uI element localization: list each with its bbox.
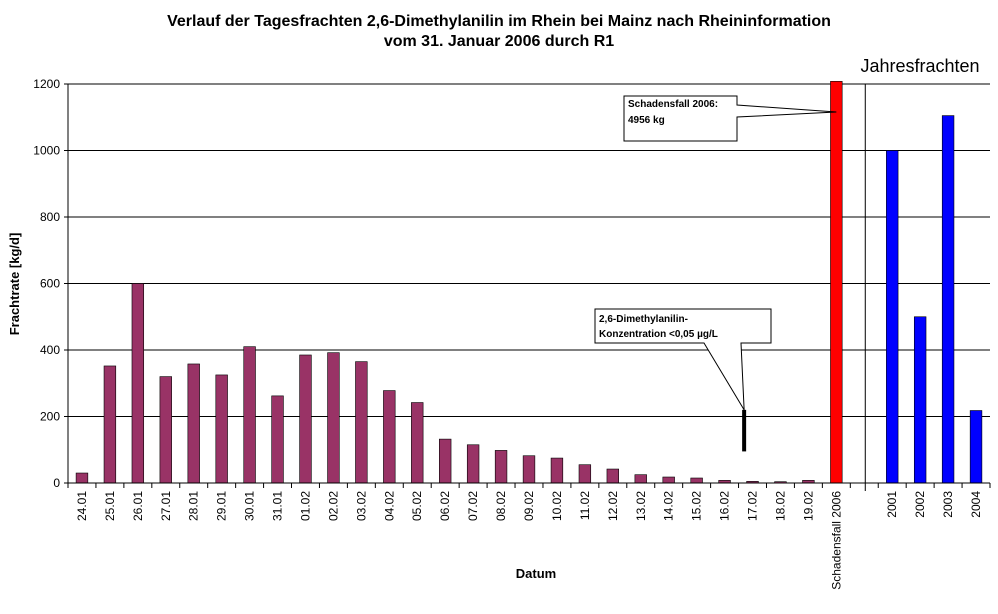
chart-title: Verlauf der Tagesfrachten 2,6-Dimethylan…: [0, 12, 998, 52]
x-tick-label-29-01: 29.01: [215, 491, 229, 521]
x-tick-label-09-02: 09.02: [522, 491, 536, 521]
gridlines: [68, 83, 990, 417]
callout-schadensfall-box: [623, 95, 837, 142]
x-tick-label-24-01: 24.01: [75, 491, 89, 521]
bar-2004: [969, 410, 983, 484]
bar-01-02: [299, 354, 312, 484]
x-tick-label-2004: 2004: [969, 491, 983, 518]
y-tick-label-400: 400: [40, 343, 60, 357]
callout-konzentration-text-1: 2,6-Dimethylanilin-: [599, 314, 688, 325]
bar-29-01: [215, 374, 228, 484]
x-tick-label-25-01: 25.01: [103, 491, 117, 521]
y-tick-label-200: 200: [40, 410, 60, 424]
x-axis-label: Datum: [516, 566, 556, 581]
x-tick-label-2001: 2001: [885, 491, 899, 518]
y-tick-label-800: 800: [40, 210, 60, 224]
x-tick-label-schadensfall-2006: Schadensfall 2006: [829, 491, 843, 590]
callout-konzentration-box: [594, 308, 772, 411]
x-tick-label-31-01: 31.01: [271, 491, 285, 521]
bars: [75, 81, 983, 484]
y-tick-label-600: 600: [40, 277, 60, 291]
bar-2002: [913, 316, 927, 484]
bar-07-02: [466, 444, 480, 484]
section-label-jahresfrachten: Jahresfrachten: [860, 56, 979, 76]
x-tick-label-28-01: 28.01: [187, 491, 201, 521]
x-tick-label-17-02: 17.02: [746, 491, 760, 521]
x-tick-label-11-02: 11.02: [578, 491, 592, 520]
x-tick-label-02-02: 02.02: [326, 491, 340, 521]
axes: [64, 83, 991, 491]
x-tick-label-19-02: 19.02: [801, 491, 815, 521]
bar-08-02: [494, 450, 508, 484]
bar-24-01: [75, 472, 89, 484]
bar-09-02: [522, 455, 536, 484]
bar-26-01: [131, 283, 145, 484]
bar-schadensfall-2006: [830, 81, 843, 484]
x-tick-label-27-01: 27.01: [159, 491, 173, 521]
bar-15-02: [690, 477, 703, 484]
x-tick-label-08-02: 08.02: [494, 491, 508, 521]
tick-labels: 0 200 400 600 800 1000 1200 24.01 25.01 26.01 27.0…: [33, 77, 983, 590]
annotations: Schadensfall 2006: 4956 kg 2,6-Dimethylani…: [594, 95, 837, 452]
bar-12-02: [606, 468, 619, 484]
bar-03-02: [355, 361, 368, 484]
x-tick-label-10-02: 10.02: [550, 491, 564, 521]
chart-title-line-1: Verlauf der Tagesfrachten 2,6-Dimethylan…: [167, 13, 831, 30]
x-tick-label-06-02: 06.02: [438, 491, 452, 521]
x-tick-label-04-02: 04.02: [382, 491, 396, 521]
chart-title-line-2: vom 31. Januar 2006 durch R1: [383, 33, 615, 50]
x-tick-label-2003: 2003: [941, 491, 955, 518]
bar-13-02: [634, 474, 647, 484]
x-tick-label-30-01: 30.01: [243, 491, 257, 521]
x-tick-label-01-02: 01.02: [298, 491, 312, 521]
x-tick-label-2002: 2002: [913, 491, 927, 518]
x-tick-label-05-02: 05.02: [410, 491, 424, 521]
x-tick-label-26-01: 26.01: [131, 491, 145, 521]
x-tick-label-14-02: 14.02: [662, 491, 676, 521]
x-tick-label-18-02: 18.02: [773, 491, 787, 521]
callout-schadensfall-text-1: Schadensfall 2006:: [628, 99, 718, 110]
y-tick-label-1200: 1200: [33, 77, 60, 91]
bar-28-01: [187, 363, 200, 484]
x-tick-label-16-02: 16.02: [718, 491, 732, 521]
bar-02-02: [327, 352, 340, 484]
bar-27-01: [159, 376, 172, 484]
bar-31-01: [271, 395, 284, 484]
callout-schadensfall: Schadensfall 2006: 4956 kg: [623, 95, 837, 142]
x-tick-label-03-02: 03.02: [354, 491, 368, 521]
bar-14-02: [662, 476, 675, 484]
callout-konzentration-text-2: Konzentration <0,05 µg/L: [599, 329, 718, 340]
bar-06-02: [439, 438, 452, 484]
bar-05-02: [411, 402, 424, 484]
bar-2001: [886, 150, 899, 484]
y-tick-label-0: 0: [53, 476, 60, 490]
y-tick-label-1000: 1000: [33, 144, 60, 158]
bar-30-01: [243, 346, 256, 484]
x-tick-label-15-02: 15.02: [690, 491, 704, 521]
x-tick-label-12-02: 12.02: [606, 491, 620, 521]
bar-25-01: [103, 365, 117, 484]
bar-11-02: [578, 464, 592, 484]
bar-10-02: [550, 457, 564, 484]
x-tick-label-13-02: 13.02: [634, 491, 648, 521]
bar-2003: [941, 115, 955, 484]
callout-konzentration: 2,6-Dimethylanilin- Konzentration <0,05 µ…: [594, 308, 772, 452]
bar-04-02: [383, 390, 396, 484]
y-axis-label: Frachtrate [kg/d]: [7, 233, 22, 336]
callout-schadensfall-text-2: 4956 kg: [628, 115, 665, 126]
x-tick-label-07-02: 07.02: [466, 491, 480, 521]
